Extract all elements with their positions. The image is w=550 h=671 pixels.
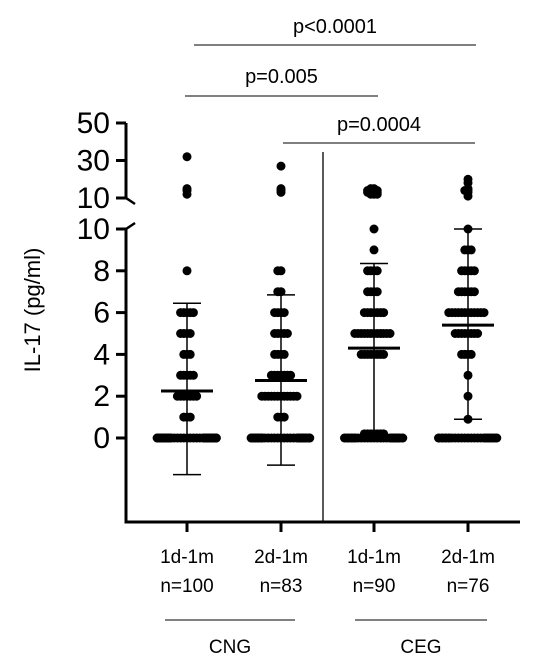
axis-break-lower	[125, 221, 136, 231]
data-point	[372, 266, 382, 276]
data-point	[179, 412, 189, 422]
data-point	[297, 433, 307, 443]
y-tick-label-upper: 10	[77, 182, 110, 215]
data-point	[366, 184, 376, 194]
y-tick-label-lower: 8	[93, 255, 110, 288]
group-label: CNG	[209, 637, 251, 658]
data-point	[469, 266, 479, 276]
data-point	[279, 412, 289, 422]
data-point	[270, 329, 280, 338]
x-tick-label: 2d-1m	[254, 547, 308, 568]
group-label: CEG	[400, 637, 441, 658]
data-point	[279, 349, 289, 359]
data-point	[279, 308, 289, 318]
data-point	[257, 391, 267, 401]
data-point	[469, 287, 479, 297]
x-tick-label-n: n=76	[447, 576, 490, 597]
data-point	[363, 266, 373, 276]
significance-label: p<0.0001	[293, 16, 377, 38]
data-point	[182, 184, 192, 194]
axis-break-upper	[125, 196, 136, 206]
data-point	[188, 370, 198, 380]
y-tick-label-upper: 50	[77, 107, 110, 140]
data-point	[273, 266, 283, 276]
y-tick-label-lower: 6	[93, 297, 110, 330]
data-point	[457, 349, 467, 359]
data-point	[379, 349, 389, 359]
data-point	[161, 433, 171, 443]
x-tick-label-n: n=90	[353, 576, 396, 597]
data-point	[286, 370, 296, 380]
data-point	[369, 224, 379, 234]
data-point	[385, 329, 395, 338]
data-point	[473, 329, 483, 338]
data-point	[480, 433, 490, 443]
data-point	[176, 308, 186, 318]
data-point	[356, 349, 366, 359]
data-point	[460, 245, 470, 255]
data-point	[188, 308, 198, 318]
data-point	[434, 433, 443, 443]
data-point	[479, 308, 489, 318]
y-tick-label-lower: 0	[93, 422, 110, 455]
data-point	[273, 412, 283, 422]
data-point	[369, 245, 379, 255]
data-point	[205, 433, 215, 443]
data-point	[491, 433, 501, 443]
x-tick-label-n: n=83	[260, 576, 303, 597]
data-point	[179, 349, 189, 359]
significance-label: p=0.0004	[337, 114, 421, 136]
y-axis-label: IL-17 (pg/ml)	[20, 248, 45, 373]
data-point	[172, 391, 182, 401]
data-point	[185, 349, 195, 359]
data-point	[192, 391, 202, 401]
axes	[116, 44, 520, 621]
data-point	[266, 370, 276, 380]
data-point	[387, 433, 397, 443]
data-point	[282, 329, 292, 338]
y-tick-label-lower: 4	[93, 338, 110, 371]
x-tick-label: 1d-1m	[160, 547, 214, 568]
data-point	[176, 370, 186, 380]
data-point	[256, 433, 266, 443]
data-point	[182, 266, 192, 276]
data-point	[466, 349, 476, 359]
data-point	[176, 329, 186, 338]
x-tick-label-n: n=100	[160, 576, 213, 597]
data-point	[463, 174, 473, 184]
data-point	[270, 308, 280, 318]
y-tick-label-upper: 30	[77, 145, 110, 178]
data-point	[276, 184, 286, 194]
data-point	[359, 308, 369, 318]
data-point	[444, 308, 454, 318]
y-tick-label-lower: 10	[77, 213, 110, 246]
data-point	[292, 391, 302, 401]
y-tick-label-lower: 2	[93, 380, 110, 413]
data-point	[457, 266, 467, 276]
data-point	[372, 287, 382, 297]
data-point	[270, 349, 280, 359]
data-point	[363, 287, 373, 297]
data-point	[444, 433, 454, 443]
data-point	[466, 245, 476, 255]
data-point	[453, 287, 463, 297]
data-point	[450, 329, 460, 338]
data-point	[182, 152, 192, 162]
data-point	[350, 329, 360, 338]
data-point	[379, 308, 389, 318]
data-point	[185, 329, 195, 338]
x-tick-label: 2d-1m	[441, 547, 495, 568]
data-point	[276, 161, 286, 171]
significance-label: p=0.005	[245, 66, 318, 88]
data-point	[273, 287, 283, 297]
x-tick-label: 1d-1m	[347, 547, 401, 568]
data-point	[350, 433, 360, 443]
data-marks	[152, 152, 502, 476]
data-point	[185, 412, 195, 422]
